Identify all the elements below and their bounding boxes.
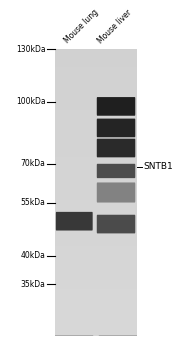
Bar (55, 96, 136, 99)
Bar (55, 318, 136, 322)
Text: 35kDa: 35kDa (21, 280, 46, 289)
FancyBboxPatch shape (56, 212, 93, 231)
Bar (55, 300, 136, 304)
Bar (55, 70, 136, 74)
Bar (55, 268, 136, 272)
Bar (55, 261, 136, 264)
Bar (55, 142, 136, 146)
Bar (55, 221, 136, 225)
Bar (55, 117, 136, 121)
Bar (55, 157, 136, 160)
Bar (55, 121, 136, 124)
Text: 130kDa: 130kDa (16, 44, 46, 54)
Bar (55, 81, 136, 85)
Bar (55, 132, 136, 135)
Bar (55, 153, 136, 157)
Bar (55, 67, 136, 70)
Bar (55, 304, 136, 307)
Bar (55, 225, 136, 229)
Bar (55, 167, 136, 171)
Bar (55, 232, 136, 236)
Bar (55, 103, 136, 106)
Bar (55, 182, 136, 186)
Bar (55, 207, 136, 210)
Bar (55, 128, 136, 132)
Bar (55, 60, 136, 63)
Bar (55, 314, 136, 318)
Bar (55, 89, 136, 92)
Bar (55, 264, 136, 268)
Bar (55, 63, 136, 67)
Bar (55, 214, 136, 218)
Bar (55, 229, 136, 232)
Bar (55, 203, 136, 207)
Text: Mouse lung: Mouse lung (63, 8, 100, 46)
Bar (55, 279, 136, 282)
Bar (55, 52, 136, 56)
Text: 55kDa: 55kDa (21, 198, 46, 207)
Bar (55, 164, 136, 167)
Bar (55, 113, 136, 117)
Bar (55, 92, 136, 96)
Bar (55, 275, 136, 279)
Bar (55, 293, 136, 296)
Bar (55, 146, 136, 149)
FancyBboxPatch shape (97, 97, 135, 116)
Bar (55, 311, 136, 314)
FancyBboxPatch shape (97, 119, 135, 137)
Bar (55, 193, 136, 196)
Bar (55, 322, 136, 325)
Bar (55, 99, 136, 103)
Text: Mouse liver: Mouse liver (96, 8, 133, 46)
Text: SNTB1: SNTB1 (144, 162, 173, 171)
Bar (55, 250, 136, 253)
Bar (55, 196, 136, 200)
Bar (55, 282, 136, 286)
Bar (55, 106, 136, 110)
Text: 70kDa: 70kDa (21, 159, 46, 168)
Bar (55, 110, 136, 113)
Bar (55, 218, 136, 221)
Bar (55, 189, 136, 192)
Bar (55, 286, 136, 289)
Bar (55, 329, 136, 332)
FancyBboxPatch shape (97, 164, 135, 178)
Bar (55, 332, 136, 336)
Bar (55, 246, 136, 250)
Bar (55, 186, 136, 189)
Bar (55, 210, 136, 214)
Bar (55, 257, 136, 261)
Bar (55, 135, 136, 139)
Bar (55, 236, 136, 239)
Bar (55, 175, 136, 178)
Bar (55, 243, 136, 246)
Bar (55, 325, 136, 329)
Bar (55, 56, 136, 60)
Bar (55, 124, 136, 128)
Bar (55, 139, 136, 142)
Bar (55, 49, 136, 52)
Bar (55, 85, 136, 89)
FancyBboxPatch shape (97, 139, 135, 158)
Bar (55, 289, 136, 293)
Bar (55, 296, 136, 300)
FancyBboxPatch shape (97, 182, 135, 203)
FancyBboxPatch shape (97, 215, 135, 233)
Bar (55, 272, 136, 275)
Bar (55, 171, 136, 175)
Text: 100kDa: 100kDa (16, 97, 46, 106)
Bar (55, 160, 136, 164)
Bar (55, 149, 136, 153)
Bar (55, 78, 136, 81)
Text: 40kDa: 40kDa (21, 251, 46, 260)
Bar (55, 199, 136, 203)
Bar (55, 178, 136, 182)
Bar (55, 253, 136, 257)
Bar (55, 239, 136, 243)
Bar (55, 307, 136, 311)
Bar (55, 74, 136, 78)
